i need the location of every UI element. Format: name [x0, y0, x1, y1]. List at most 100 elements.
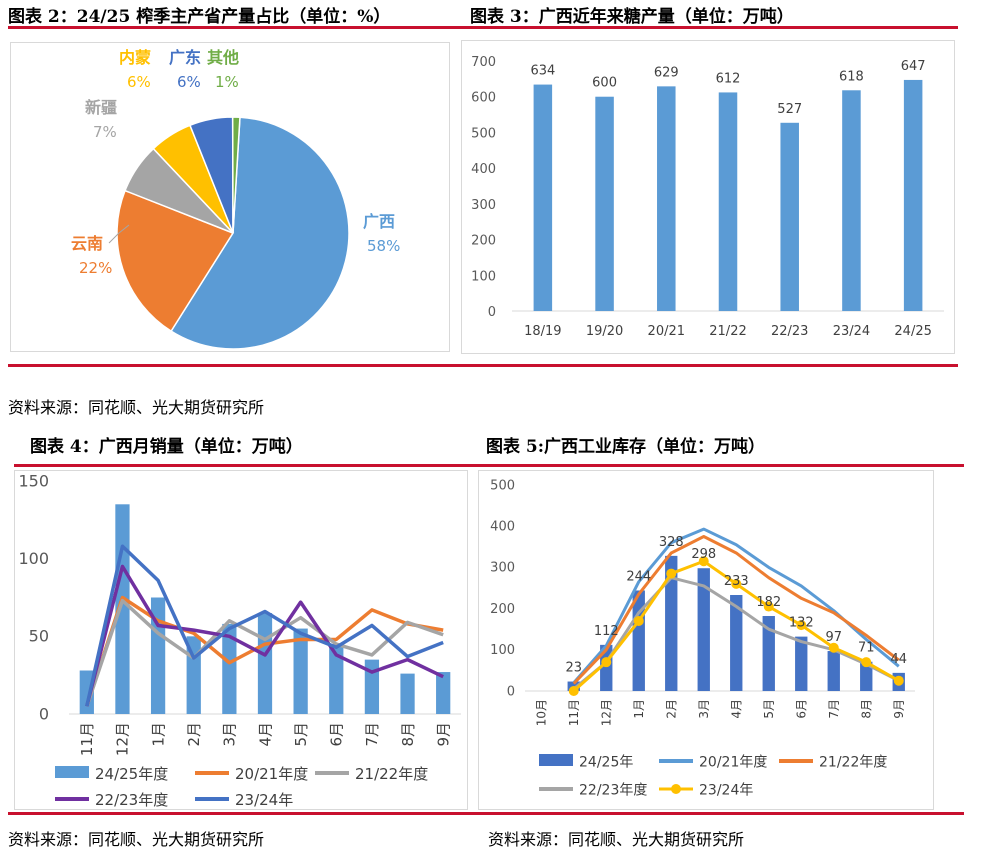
x-tick-label: 8月	[859, 699, 873, 719]
x-tick-label: 1月	[632, 699, 646, 719]
series-marker	[796, 620, 807, 631]
divider-top	[8, 26, 958, 29]
y-tick-label: 500	[490, 478, 515, 493]
legend-swatch	[539, 754, 573, 766]
series-line	[85, 595, 444, 707]
series-marker	[893, 675, 904, 686]
x-tick-label: 19/20	[586, 324, 623, 339]
bar	[632, 590, 645, 691]
bar-value-label: 634	[530, 64, 555, 79]
source-note-1: 资料来源：同花顺、光大期货研究所	[8, 398, 265, 417]
bar-value-label: 233	[724, 574, 749, 589]
legend-label: 21/22年度	[819, 755, 887, 771]
divider-lower	[14, 464, 964, 467]
bar	[762, 616, 775, 691]
series-line	[85, 564, 444, 707]
bar	[329, 644, 344, 714]
bar	[730, 595, 743, 691]
stock-panel: 0 100 200 300 400 500 23 112 244 328 298 233 182 132 9…	[478, 470, 934, 810]
x-tick-label: 11月	[567, 699, 581, 726]
pie-label: 广西	[363, 212, 395, 231]
x-tick-label: 6月	[328, 722, 346, 747]
bar-value-label: 612	[716, 71, 741, 86]
y-tick-label: 0	[507, 684, 515, 699]
bar-value-label: 132	[789, 616, 814, 631]
bar	[533, 84, 553, 311]
x-tick-label: 22/23	[771, 324, 808, 339]
bar	[780, 122, 799, 312]
series-marker	[763, 601, 774, 612]
x-tick-label: 12月	[114, 722, 132, 756]
legend-label: 20/21年度	[699, 755, 767, 771]
series-marker	[601, 657, 612, 668]
series-marker	[828, 642, 839, 653]
y-tick-label: 400	[490, 520, 515, 535]
pie-value-label: 58%	[367, 237, 400, 255]
pie-label: 新疆	[85, 98, 117, 117]
bar-value-label: 97	[825, 630, 842, 645]
bar-value-label: 527	[777, 102, 802, 117]
bar-value-label: 182	[756, 595, 781, 610]
bar-value-label: 44	[890, 652, 907, 667]
fig5-title: 图表 5:广西工业库存（单位：万吨）	[486, 437, 766, 457]
bar-value-label: 23	[565, 661, 582, 676]
x-tick-label: 5月	[762, 699, 776, 719]
y-tick-label: 300	[471, 198, 496, 213]
y-tick-label: 150	[18, 471, 49, 490]
x-tick-label: 4月	[256, 722, 274, 747]
x-tick-label: 8月	[399, 722, 417, 747]
bar-chart: 0 100 200 300 400 500 600 700 634 18/19 600 19/20 62…	[471, 55, 944, 339]
bar	[222, 623, 237, 714]
pie-value-label: 1%	[215, 73, 239, 91]
y-tick-label: 100	[18, 549, 49, 568]
y-tick-label: 500	[471, 126, 496, 141]
bar-value-label: 618	[839, 69, 864, 84]
bar-panel: 0 100 200 300 400 500 600 700 634 18/19 600 19/20 62…	[461, 40, 955, 354]
legend-label: 24/25年	[579, 755, 633, 771]
series-line	[572, 535, 900, 685]
x-tick-label: 4月	[729, 699, 743, 719]
fig3-title: 图表 3：广西近年来糖产量（单位：万吨）	[470, 7, 794, 27]
x-tick-label: 2月	[185, 722, 203, 747]
x-tick-label: 23/24	[833, 324, 870, 339]
series-marker	[698, 556, 709, 567]
pie-value-label: 6%	[177, 73, 201, 91]
y-tick-label: 100	[471, 269, 496, 284]
x-tick-label: 2月	[664, 699, 678, 719]
x-tick-label: 18/19	[524, 324, 561, 339]
pie-label: 其他	[207, 48, 239, 67]
x-tick-label: 6月	[794, 699, 808, 719]
bar	[827, 651, 840, 691]
series-marker	[633, 615, 644, 626]
source-note-2: 资料来源：同花顺、光大期货研究所	[8, 830, 265, 849]
x-tick-label: 3月	[697, 699, 711, 719]
bar-value-label: 244	[626, 569, 651, 584]
pie-slice	[170, 116, 350, 350]
legend-label: 23/24年	[235, 791, 293, 809]
fig4-title: 图表 4：广西月销量（单位：万吨）	[30, 437, 303, 457]
y-tick-label: 100	[490, 643, 515, 658]
bar	[860, 661, 873, 691]
x-tick-label: 20/21	[648, 324, 685, 339]
legend-label: 22/23年度	[95, 791, 168, 809]
pie-value-label: 22%	[79, 259, 112, 277]
sales-chart: 0 50 100 150 11月 12月 1月 2月 3月 4月 5月 6月 7月 8月 9月 24/25年度…	[18, 471, 461, 809]
series-line	[572, 576, 900, 691]
bar	[903, 79, 923, 311]
pie-slice	[231, 116, 241, 234]
pie-value-label: 7%	[93, 123, 117, 141]
pie-panel: 广西 58% 云南 22% 新疆 7% 内蒙 6% 广东 6% 其他 1%	[10, 42, 450, 352]
pie-label: 云南	[71, 234, 103, 253]
bar-value-label: 600	[592, 76, 617, 91]
bar	[436, 672, 451, 714]
legend-label: 20/21年度	[235, 765, 308, 783]
pie-chart: 广西 58% 云南 22% 新疆 7% 内蒙 6% 广东 6% 其他 1%	[71, 48, 400, 350]
pie-label: 内蒙	[119, 48, 151, 67]
bar	[364, 659, 380, 714]
series-marker	[666, 568, 677, 579]
y-tick-label: 700	[471, 55, 496, 70]
y-tick-label: 400	[471, 162, 496, 177]
bar	[657, 86, 676, 311]
bar	[595, 96, 614, 311]
y-tick-label: 600	[471, 91, 496, 106]
